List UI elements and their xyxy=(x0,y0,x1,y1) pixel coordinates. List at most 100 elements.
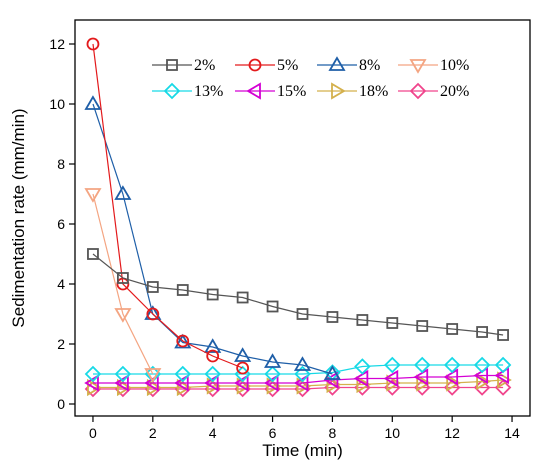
data-point xyxy=(176,334,190,348)
legend-item: 18% xyxy=(317,82,388,100)
data-point xyxy=(87,248,99,260)
series-line xyxy=(93,364,504,375)
data-point xyxy=(114,365,132,383)
data-point xyxy=(326,311,339,323)
data-point xyxy=(114,185,132,200)
data-point xyxy=(323,371,339,389)
y-tick-label: 6 xyxy=(57,216,65,232)
y-tick-label: 0 xyxy=(57,396,65,412)
data-point xyxy=(356,314,369,326)
series-layer xyxy=(84,37,512,398)
data-point xyxy=(116,272,129,284)
legend-marker xyxy=(248,58,262,72)
data-point xyxy=(236,291,249,304)
legend-label: 10% xyxy=(440,57,469,74)
y-axis-title: Sedimentation rate (mm/min) xyxy=(9,108,28,327)
legend-item: 20% xyxy=(398,82,469,100)
ticks-layer: 0 2 4 6 8 10 12 14 0 2 4 6 8 10 12 xyxy=(49,36,520,441)
legend-label: 13% xyxy=(194,83,223,100)
y-tick-label: 8 xyxy=(57,156,65,172)
series-8% xyxy=(84,95,342,380)
data-point xyxy=(174,333,192,349)
data-point xyxy=(446,374,461,392)
series-15% xyxy=(84,366,509,392)
legend-item: 10% xyxy=(398,57,469,74)
legend-marker xyxy=(331,82,346,100)
data-point xyxy=(383,369,399,388)
y-tick-label: 12 xyxy=(49,36,65,52)
legend-label: 8% xyxy=(359,57,380,74)
x-tick-label: 14 xyxy=(504,425,520,441)
y-tick-label: 4 xyxy=(57,276,65,292)
series-line xyxy=(93,386,504,390)
legend-marker xyxy=(163,82,181,100)
data-point xyxy=(204,338,222,353)
data-point xyxy=(86,37,100,51)
data-point xyxy=(84,365,102,383)
series-2% xyxy=(87,248,509,341)
data-point xyxy=(443,368,459,386)
data-point xyxy=(416,320,429,332)
legend-marker xyxy=(328,56,346,71)
data-point xyxy=(473,356,491,374)
x-tick-label: 12 xyxy=(444,425,460,441)
data-point xyxy=(236,361,250,375)
legend-marker xyxy=(409,59,427,74)
legend-label: 2% xyxy=(194,57,215,74)
data-point xyxy=(476,372,491,391)
data-point xyxy=(293,356,312,371)
legend-label: 20% xyxy=(440,83,469,100)
data-point xyxy=(323,365,342,380)
data-point xyxy=(384,356,401,374)
data-point xyxy=(296,308,309,320)
data-point xyxy=(294,365,311,383)
data-point xyxy=(264,365,281,383)
x-tick-label: 4 xyxy=(209,425,217,441)
x-tick-label: 6 xyxy=(269,425,277,441)
legend-marker xyxy=(166,59,178,71)
data-point xyxy=(497,371,512,389)
data-point xyxy=(114,308,132,323)
data-point xyxy=(446,323,459,335)
x-axis-title: Time (min) xyxy=(262,441,343,460)
legend-item: 13% xyxy=(152,82,223,100)
data-point xyxy=(353,369,369,388)
data-point xyxy=(266,300,279,313)
data-point xyxy=(494,356,512,374)
legend-item: 2% xyxy=(152,57,215,74)
series-line xyxy=(92,103,333,375)
data-point xyxy=(413,356,431,374)
data-point xyxy=(116,378,132,397)
data-point xyxy=(356,375,372,394)
data-point xyxy=(174,365,192,383)
data-point xyxy=(146,281,159,293)
data-point xyxy=(416,374,432,392)
data-point xyxy=(146,307,160,321)
legend: 2% 5% 8% 10% 13% 15% 18% 20% xyxy=(152,56,469,100)
y-tick-label: 10 xyxy=(49,96,65,112)
plot-frame xyxy=(74,19,531,417)
x-tick-label: 2 xyxy=(149,425,157,441)
series-13% xyxy=(84,356,512,383)
x-tick-label: 10 xyxy=(385,425,401,441)
legend-marker xyxy=(246,82,261,100)
data-point xyxy=(176,378,192,397)
data-point xyxy=(176,284,189,296)
data-point xyxy=(326,375,342,394)
series-line xyxy=(93,374,504,384)
legend-item: 15% xyxy=(235,82,306,100)
data-point xyxy=(144,368,162,383)
series-5% xyxy=(86,37,250,375)
legend-marker xyxy=(409,82,427,100)
data-point xyxy=(476,326,489,338)
data-point xyxy=(146,378,162,397)
data-point xyxy=(263,353,282,368)
legend-label: 5% xyxy=(277,57,298,74)
x-tick-label: 8 xyxy=(329,425,337,441)
data-point xyxy=(87,378,102,397)
legend-label: 15% xyxy=(277,83,306,100)
data-point xyxy=(84,188,102,203)
data-point xyxy=(413,368,429,386)
data-point xyxy=(386,374,402,392)
